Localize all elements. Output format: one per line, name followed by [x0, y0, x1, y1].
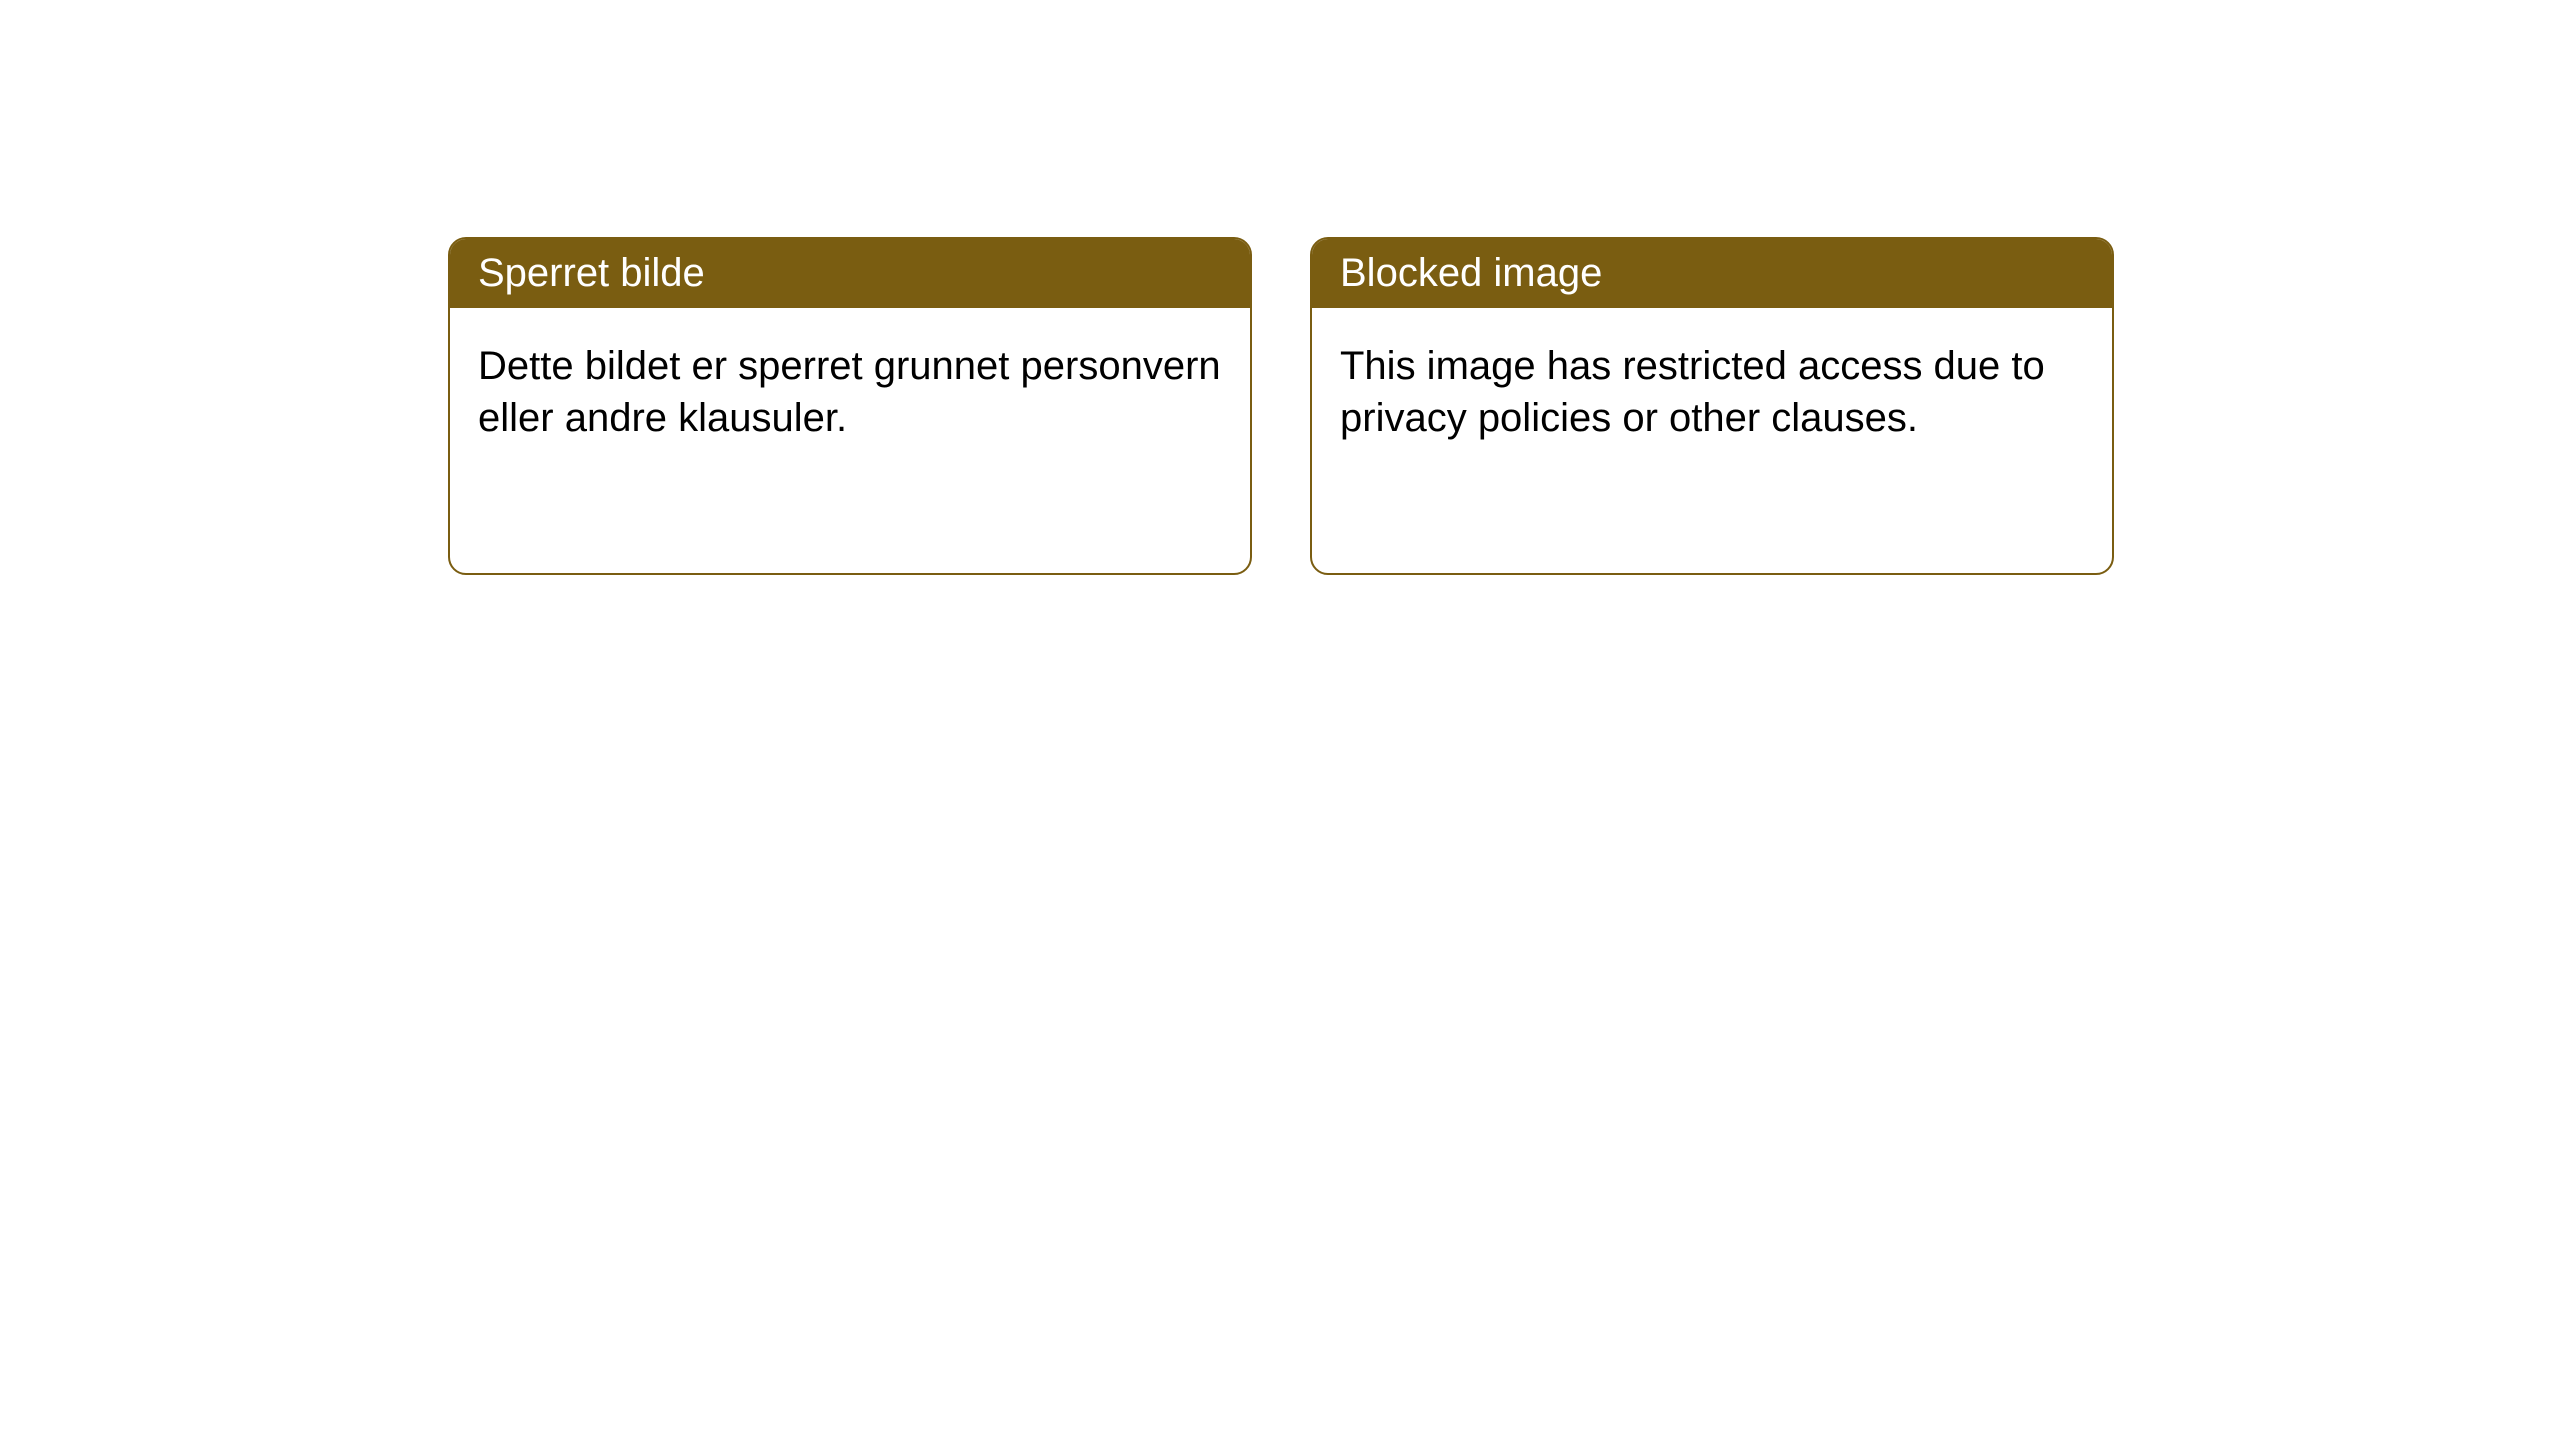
card-header: Blocked image [1312, 239, 2112, 308]
card-body-text: Dette bildet er sperret grunnet personve… [478, 344, 1221, 440]
card-header: Sperret bilde [450, 239, 1250, 308]
card-header-text: Sperret bilde [478, 251, 705, 295]
card-body: Dette bildet er sperret grunnet personve… [450, 308, 1250, 476]
card-header-text: Blocked image [1340, 251, 1602, 295]
card-body-text: This image has restricted access due to … [1340, 344, 2045, 440]
card-english: Blocked image This image has restricted … [1310, 237, 2114, 575]
cards-container: Sperret bilde Dette bildet er sperret gr… [448, 237, 2114, 575]
card-norwegian: Sperret bilde Dette bildet er sperret gr… [448, 237, 1252, 575]
card-body: This image has restricted access due to … [1312, 308, 2112, 476]
